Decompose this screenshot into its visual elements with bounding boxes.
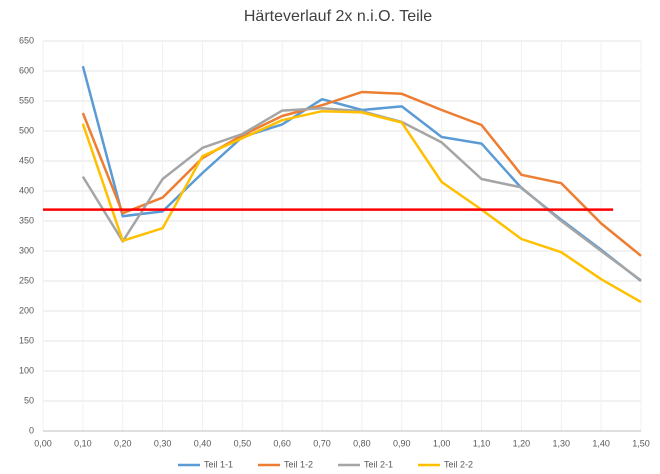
legend-label: Teil 2-2 <box>444 459 473 469</box>
x-tick-label: 0,80 <box>353 438 371 448</box>
x-tick-label: 0,20 <box>114 438 132 448</box>
x-tick-label: 0,90 <box>393 438 411 448</box>
x-tick-label: 1,50 <box>632 438 650 448</box>
y-tick-label: 150 <box>19 335 34 345</box>
y-tick-label: 600 <box>19 65 34 75</box>
x-tick-label: 1,20 <box>513 438 531 448</box>
x-tick-label: 0,60 <box>273 438 291 448</box>
y-tick-label: 400 <box>19 185 34 195</box>
y-tick-label: 100 <box>19 365 34 375</box>
x-tick-label: 0,00 <box>34 438 52 448</box>
y-tick-label: 200 <box>19 305 34 315</box>
series-line <box>81 90 642 257</box>
y-tick-label: 0 <box>29 425 34 435</box>
series-line <box>81 109 642 304</box>
legend-label: Teil 1-1 <box>204 459 233 469</box>
x-tick-label: 1,10 <box>473 438 491 448</box>
x-tick-label: 1,30 <box>553 438 571 448</box>
y-tick-label: 250 <box>19 275 34 285</box>
y-tick-label: 550 <box>19 95 34 105</box>
x-tick-label: 0,70 <box>313 438 331 448</box>
x-tick-label: 0,40 <box>194 438 212 448</box>
x-tick-label: 0,30 <box>154 438 172 448</box>
y-tick-label: 650 <box>19 35 34 45</box>
legend-label: Teil 2-1 <box>364 459 393 469</box>
x-tick-label: 0,50 <box>234 438 252 448</box>
x-tick-label: 1,00 <box>433 438 451 448</box>
y-tick-label: 350 <box>19 215 34 225</box>
x-tick-label: 1,40 <box>592 438 610 448</box>
y-tick-label: 50 <box>24 395 34 405</box>
y-tick-label: 300 <box>19 245 34 255</box>
chart-title: Härteverlauf 2x n.i.O. Teile <box>244 8 432 25</box>
legend-label: Teil 1-2 <box>284 459 313 469</box>
y-tick-label: 450 <box>19 155 34 165</box>
x-tick-label: 0,10 <box>74 438 92 448</box>
y-tick-label: 500 <box>19 125 34 135</box>
